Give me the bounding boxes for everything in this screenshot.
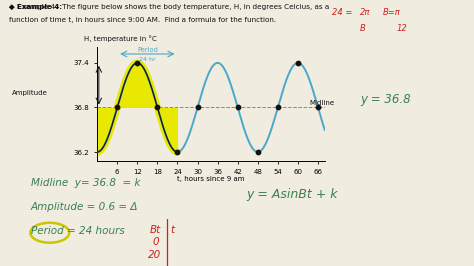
- Text: Period = 24 hours: Period = 24 hours: [31, 226, 125, 236]
- Text: function of time t, in hours since 9:00 AM.  Find a formula for the function.: function of time t, in hours since 9:00 …: [9, 17, 277, 23]
- Text: B: B: [360, 24, 366, 33]
- Text: t: t: [171, 225, 175, 235]
- Text: |: |: [164, 234, 169, 250]
- Point: [154, 105, 161, 110]
- Text: Period: Period: [137, 47, 158, 53]
- Text: Midline  y= 36.8  = k: Midline y= 36.8 = k: [31, 178, 140, 188]
- Text: Amplitude: Amplitude: [12, 90, 47, 96]
- Point: [254, 150, 262, 154]
- Text: ◆ Example 4:  The figure below shows the body temperature, H, in degrees Celcius: ◆ Example 4: The figure below shows the …: [9, 4, 330, 10]
- Point: [113, 105, 121, 110]
- Text: Bt: Bt: [150, 225, 161, 235]
- Text: Amplitude = 0.6 = Δ: Amplitude = 0.6 = Δ: [31, 202, 138, 212]
- Point: [234, 105, 241, 110]
- Point: [194, 105, 201, 110]
- Text: 20: 20: [148, 250, 161, 260]
- Text: y = AsinBt + k: y = AsinBt + k: [246, 188, 338, 201]
- Text: 2π: 2π: [360, 8, 371, 17]
- Point: [294, 61, 302, 65]
- Text: 24 =: 24 =: [332, 8, 355, 17]
- Text: y = 36.8: y = 36.8: [360, 93, 411, 106]
- Text: |: |: [164, 250, 169, 266]
- Point: [173, 150, 181, 154]
- Text: |: |: [164, 219, 169, 235]
- Text: Midline: Midline: [310, 100, 335, 106]
- Point: [274, 105, 282, 110]
- Text: H, temperature in °C: H, temperature in °C: [84, 35, 156, 42]
- Text: ◆ Example 4:: ◆ Example 4:: [9, 4, 63, 10]
- X-axis label: t, hours since 9 am: t, hours since 9 am: [177, 176, 245, 182]
- Point: [314, 105, 322, 110]
- Text: B=π: B=π: [383, 8, 401, 17]
- Text: 24 hr: 24 hr: [139, 57, 155, 62]
- Point: [134, 61, 141, 65]
- Text: 0: 0: [152, 237, 159, 247]
- Text: 12: 12: [397, 24, 408, 33]
